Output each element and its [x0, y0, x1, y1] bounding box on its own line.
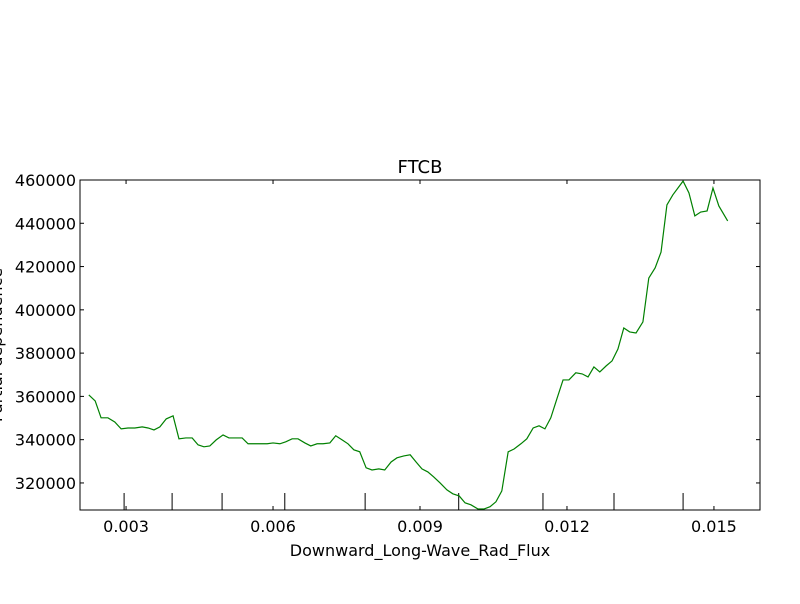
y-tick-label: 360000 [15, 387, 76, 406]
x-tick-label: 0.012 [544, 517, 590, 536]
y-axis-label: Partial dependence [0, 268, 6, 422]
y-tick-label: 420000 [15, 258, 76, 277]
y-tick-label: 460000 [15, 171, 76, 190]
x-tick-label: 0.015 [691, 517, 737, 536]
x-axis-label: Downward_Long-Wave_Rad_Flux [290, 541, 550, 561]
plot-frame [79, 179, 761, 511]
y-tick-label: 320000 [15, 474, 76, 493]
y-tick-label: 380000 [15, 344, 76, 363]
x-tick-label: 0.003 [103, 517, 149, 536]
y-tick-label: 400000 [15, 301, 76, 320]
x-tick-label: 0.009 [397, 517, 443, 536]
line-series [88, 179, 729, 510]
y-tick-label: 340000 [15, 431, 76, 450]
x-tick-label: 0.006 [250, 517, 296, 536]
chart-title: FTCB [398, 157, 443, 178]
y-tick-label: 440000 [15, 214, 76, 233]
